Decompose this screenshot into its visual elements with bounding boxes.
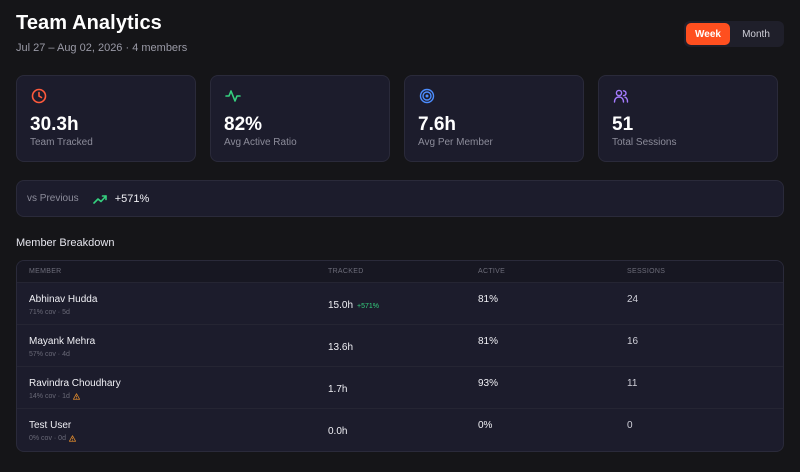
column-header-sessions: SESSIONS: [627, 268, 666, 275]
member-name: Ravindra Choudhary: [29, 378, 121, 389]
table-header: MEMBER TRACKED ACTIVE SESSIONS: [17, 261, 783, 283]
warning-icon: [68, 435, 76, 442]
activity-icon: [225, 90, 241, 102]
sessions-count: 16: [627, 336, 639, 347]
table-row[interactable]: Abhinav Hudda 71% cov · 5d 15.0h +571% 8…: [17, 283, 783, 325]
range-toggle: Week Month: [684, 21, 784, 47]
stat-label: Total Sessions: [612, 137, 677, 148]
comparison-bar: vs Previous +571%: [16, 180, 784, 217]
date-range-subtitle: Jul 27 – Aug 02, 2026 · 4 members: [16, 42, 188, 54]
tracked-cell: 0.0h: [328, 426, 347, 437]
tracked-cell: 1.7h: [328, 384, 347, 395]
member-coverage: 71% cov · 5d: [29, 309, 70, 316]
sessions-count: 0: [627, 420, 633, 431]
member-coverage: 0% cov · 0d: [29, 435, 76, 442]
stat-card-avg-per-member: 7.6h Avg Per Member: [404, 75, 584, 162]
stat-label: Avg Per Member: [418, 137, 493, 148]
target-icon: [419, 88, 435, 104]
stat-card-total-sessions: 51 Total Sessions: [598, 75, 778, 162]
stat-value: 82%: [224, 114, 263, 135]
active-ratio: 93%: [478, 378, 499, 389]
member-coverage: 57% cov · 4d: [29, 351, 70, 358]
stat-value: 51: [612, 114, 634, 135]
member-name: Abhinav Hudda: [29, 294, 98, 305]
active-ratio: 81%: [478, 336, 499, 347]
member-coverage: 14% cov · 1d: [29, 393, 80, 400]
comparison-value: +571%: [114, 192, 150, 205]
stat-value: 7.6h: [418, 114, 457, 135]
tracked-hours: 1.7h: [328, 384, 348, 395]
column-header-tracked: TRACKED: [328, 268, 364, 275]
member-name: Mayank Mehra: [29, 336, 96, 347]
week-toggle-button[interactable]: Week: [686, 23, 730, 45]
sessions-count: 24: [627, 294, 639, 305]
table-row[interactable]: Test User 0% cov · 0d 0.0h 0% 0: [17, 409, 783, 451]
tracked-cell: 13.6h: [328, 342, 353, 353]
tracked-hours: 0.0h: [328, 426, 348, 437]
clock-icon: [31, 88, 47, 104]
month-toggle-button[interactable]: Month: [742, 28, 770, 40]
tracked-cell: 15.0h +571%: [328, 300, 379, 311]
table-row[interactable]: Mayank Mehra 57% cov · 4d 13.6h 81% 16: [17, 325, 783, 367]
active-ratio: 0%: [478, 420, 493, 431]
tracked-delta: +571%: [357, 303, 380, 310]
page-title: Team Analytics: [16, 12, 162, 34]
active-ratio: 81%: [478, 294, 499, 305]
stat-label: Avg Active Ratio: [224, 137, 297, 148]
sessions-count: 11: [627, 378, 638, 389]
section-title: Member Breakdown: [16, 237, 115, 249]
column-header-member: MEMBER: [29, 268, 62, 275]
member-breakdown-table: MEMBER TRACKED ACTIVE SESSIONS Abhinav H…: [16, 260, 784, 452]
stat-card-active-ratio: 82% Avg Active Ratio: [210, 75, 390, 162]
stat-value: 30.3h: [30, 114, 79, 135]
member-name: Test User: [29, 420, 72, 431]
stat-card-team-tracked: 30.3h Team Tracked: [16, 75, 196, 162]
table-row[interactable]: Ravindra Choudhary 14% cov · 1d 1.7h 93%…: [17, 367, 783, 409]
users-icon: [613, 89, 629, 103]
tracked-hours: 15.0h: [328, 300, 354, 311]
warning-icon: [72, 393, 80, 400]
comparison-label: vs Previous: [27, 193, 79, 204]
trending-up-icon: [92, 194, 107, 204]
tracked-hours: 13.6h: [328, 342, 354, 353]
stat-label: Team Tracked: [30, 137, 93, 148]
column-header-active: ACTIVE: [478, 268, 506, 275]
